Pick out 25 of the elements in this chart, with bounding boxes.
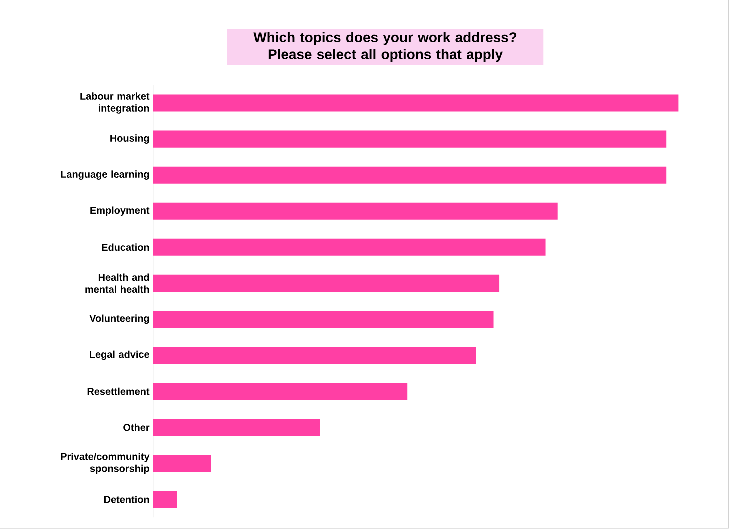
bar	[153, 455, 212, 472]
bar	[153, 383, 408, 400]
y-tick-label: Education	[102, 244, 150, 252]
bar	[153, 238, 546, 256]
bar	[153, 419, 320, 436]
y-tick-label: Other	[124, 424, 150, 432]
y-tick-label: Legal advice	[90, 350, 150, 360]
y-tick-label: Volunteering	[90, 314, 150, 324]
y-tick-label: Employment	[90, 206, 150, 216]
bar	[153, 166, 667, 184]
y-tick-label: Language learning	[61, 170, 150, 180]
y-tick-label: Housing	[110, 134, 150, 144]
y-tick-label: Detention	[104, 496, 150, 504]
bar	[153, 491, 178, 508]
bar	[153, 311, 494, 328]
bar	[153, 275, 500, 292]
y-tick-label: Private/community sponsorship	[61, 453, 150, 474]
bar	[153, 94, 679, 112]
y-tick-label: Labour market integration	[80, 92, 150, 114]
bar	[153, 202, 558, 220]
y-tick-label: Resettlement	[88, 388, 150, 396]
bar	[153, 347, 476, 364]
chart-title: Which topics does your work address? Please select all options that apply	[254, 32, 517, 62]
y-tick-label: Health and mental health	[86, 274, 150, 294]
bar	[153, 130, 667, 148]
